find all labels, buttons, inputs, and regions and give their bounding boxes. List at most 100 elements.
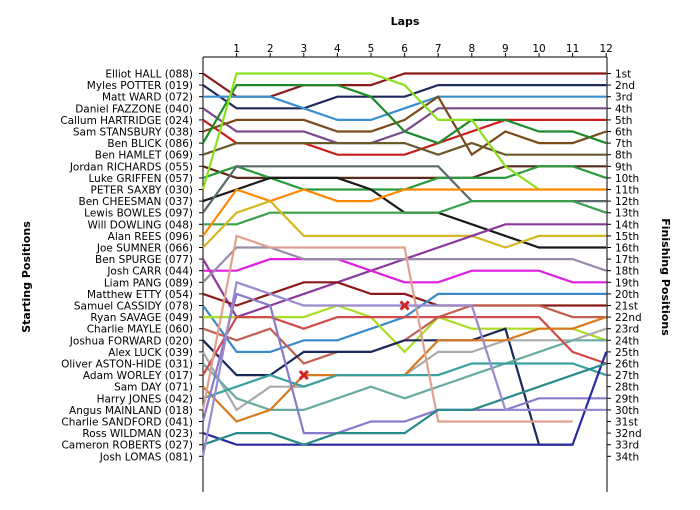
driver-position-line bbox=[202, 316, 607, 423]
finishing-position-label: 32nd bbox=[615, 428, 642, 440]
finishing-position-label: 31st bbox=[615, 417, 638, 429]
finishing-position-label: 3rd bbox=[615, 92, 632, 104]
starting-grid-labels: Elliot HALL (088)Myles POTTER (019)Matt … bbox=[60, 69, 193, 464]
starting-driver-label: Josh CARR (044) bbox=[106, 266, 193, 278]
starting-driver-label: Matt WARD (072) bbox=[102, 92, 193, 104]
finishing-position-label: 2nd bbox=[615, 80, 635, 92]
finishing-position-label: 21st bbox=[615, 301, 638, 313]
driver-position-line bbox=[202, 362, 607, 446]
driver-position-line bbox=[202, 316, 607, 376]
driver-position-line bbox=[203, 95, 607, 122]
lap-tick-labels: 1 2 3 4 5 6 7 8 9 10 11 12 bbox=[233, 43, 613, 55]
starting-driver-label: PETER SAXBY (030) bbox=[91, 185, 194, 197]
driver-position-line bbox=[202, 327, 573, 446]
starting-driver-label: Adam WORLEY (017) bbox=[83, 370, 193, 382]
finishing-position-label: 16th bbox=[615, 243, 639, 255]
lap-label: 8 bbox=[468, 43, 475, 55]
lap-label: 9 bbox=[502, 43, 509, 55]
finishing-position-label: 6th bbox=[615, 127, 632, 139]
starting-driver-label: Ben BLICK (086) bbox=[107, 138, 193, 150]
starting-driver-label: Sam DAY (071) bbox=[114, 382, 193, 394]
driver-position-line bbox=[201, 234, 573, 423]
starting-driver-label: Sam STANSBURY (038) bbox=[73, 127, 193, 139]
retired-marker bbox=[298, 370, 309, 381]
retired-marker bbox=[399, 300, 410, 311]
starting-driver-label: Lewis BOWLES (097) bbox=[84, 208, 193, 220]
finishing-position-label: 4th bbox=[615, 103, 632, 115]
finishing-position-label: 30th bbox=[615, 405, 639, 417]
finishing-position-label: 24th bbox=[615, 335, 639, 347]
finishing-position-label: 26th bbox=[615, 359, 639, 371]
driver-position-line bbox=[201, 292, 607, 435]
starting-driver-label: Elliot HALL (088) bbox=[105, 69, 193, 81]
finishing-position-label: 11th bbox=[615, 185, 639, 197]
starting-driver-label: Ben SPURGE (077) bbox=[95, 254, 193, 266]
lap-label: 5 bbox=[368, 43, 375, 55]
driver-position-line bbox=[202, 351, 608, 446]
finishing-position-label: 10th bbox=[615, 173, 639, 185]
lap-label: 2 bbox=[267, 43, 274, 55]
starting-driver-label: Ross WILDMAN (023) bbox=[82, 428, 193, 440]
starting-driver-label: Luke GRIFFEN (057) bbox=[89, 173, 194, 185]
lap-label: 7 bbox=[435, 43, 442, 55]
finishing-position-labels: 1st2nd3rd4th5th6th7th8th9th10th11th12th1… bbox=[615, 69, 642, 464]
starting-driver-label: Joshua FORWARD (020) bbox=[69, 335, 193, 347]
lap-label: 12 bbox=[600, 43, 613, 55]
starting-driver-label: Alan REES (096) bbox=[108, 231, 193, 243]
starting-driver-label: Ben CHEESMAN (037) bbox=[79, 196, 194, 208]
starting-driver-label: Samuel CASSIDY (078) bbox=[74, 301, 193, 313]
finishing-position-label: 34th bbox=[615, 451, 639, 463]
driver-position-line bbox=[202, 199, 607, 249]
chart-title: Laps bbox=[391, 15, 420, 28]
finishing-position-label: 15th bbox=[615, 231, 639, 243]
finishing-position-label: 27th bbox=[615, 370, 639, 382]
finishing-position-label: 17th bbox=[615, 254, 639, 266]
lap-label: 11 bbox=[566, 43, 579, 55]
starting-driver-label: Alex LUCK (039) bbox=[108, 347, 193, 359]
y-axis-title-left: Starting Positions bbox=[20, 221, 33, 333]
starting-driver-label: Joe SUMNER (066) bbox=[96, 243, 193, 255]
lap-label: 1 bbox=[233, 43, 240, 55]
driver-position-line bbox=[203, 200, 607, 226]
finishing-position-label: 1st bbox=[615, 69, 631, 81]
driver-position-line bbox=[202, 362, 607, 400]
finishing-position-label: 19th bbox=[615, 277, 639, 289]
starting-driver-label: Myles POTTER (019) bbox=[87, 80, 193, 92]
finishing-position-label: 28th bbox=[615, 382, 639, 394]
lap-label: 6 bbox=[401, 43, 408, 55]
finishing-position-label: 5th bbox=[615, 115, 632, 127]
finishing-position-label: 7th bbox=[615, 138, 632, 150]
driver-position-line bbox=[202, 95, 607, 157]
driver-position-line bbox=[202, 107, 607, 145]
retirement-markers bbox=[298, 300, 410, 381]
starting-driver-label: Charlie MAYLE (060) bbox=[87, 324, 193, 336]
starting-driver-label: Ben HAMLET (069) bbox=[95, 150, 193, 162]
finishing-position-label: 12th bbox=[615, 196, 639, 208]
starting-driver-label: Daniel FAZZONE (040) bbox=[75, 103, 193, 115]
finishing-position-label: 22nd bbox=[615, 312, 642, 324]
driver-position-line bbox=[202, 83, 607, 110]
driver-position-line bbox=[202, 304, 607, 365]
y-axis-title-right: Finishing Positions bbox=[659, 218, 672, 336]
finishing-position-label: 29th bbox=[615, 393, 639, 405]
finishing-position-label: 8th bbox=[615, 150, 632, 162]
lap-label: 4 bbox=[334, 43, 341, 55]
starting-driver-label: Matthew ETTY (054) bbox=[87, 289, 193, 301]
starting-driver-label: Charlie SANDFORD (041) bbox=[61, 417, 193, 429]
starting-driver-label: Angus MAINLAND (018) bbox=[69, 405, 193, 417]
series-lines bbox=[201, 72, 608, 457]
finishing-position-label: 18th bbox=[615, 266, 639, 278]
lap-label: 10 bbox=[532, 43, 545, 55]
finishing-position-label: 14th bbox=[615, 219, 639, 231]
starting-driver-label: Ryan SAVAGE (049) bbox=[90, 312, 193, 324]
starting-driver-label: Liam PANG (089) bbox=[104, 277, 193, 289]
finishing-position-label: 20th bbox=[615, 289, 639, 301]
starting-driver-label: Oliver ASTON-HIDE (031) bbox=[61, 359, 193, 371]
starting-driver-label: Josh LOMAS (081) bbox=[99, 451, 193, 463]
driver-position-line bbox=[202, 83, 607, 145]
driver-position-line bbox=[202, 118, 607, 156]
starting-driver-label: Will DOWLING (048) bbox=[88, 219, 193, 231]
finishing-position-label: 13th bbox=[615, 208, 639, 220]
finishing-position-label: 23rd bbox=[615, 324, 639, 336]
